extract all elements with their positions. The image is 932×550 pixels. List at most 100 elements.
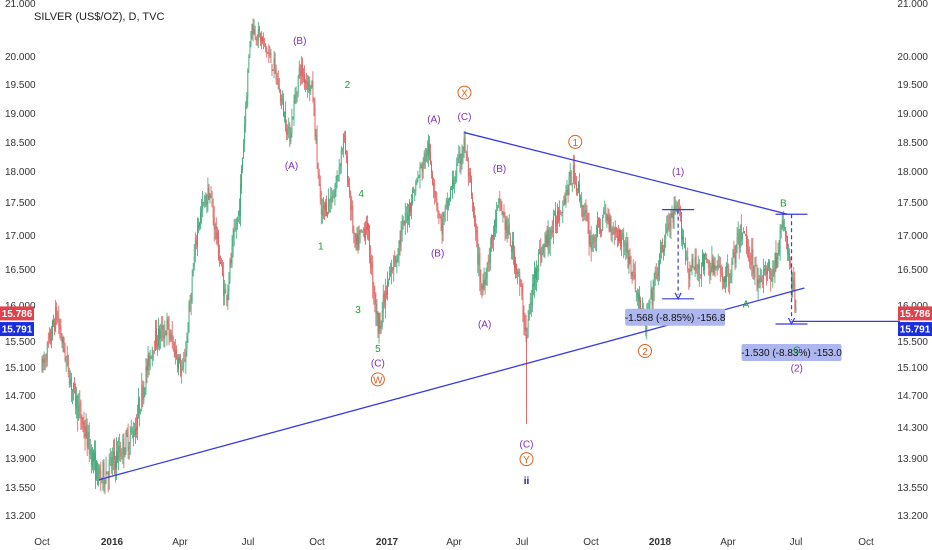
candle-body xyxy=(348,180,349,185)
candle-body xyxy=(159,328,160,341)
candle-body xyxy=(302,64,303,76)
candle-body xyxy=(93,450,94,462)
candle-body xyxy=(573,163,575,183)
candle-body xyxy=(123,437,125,455)
candle-body xyxy=(455,176,457,183)
candle-body xyxy=(608,217,610,229)
wave-label: (B) xyxy=(431,248,444,259)
candle-body xyxy=(244,124,246,144)
candle-body xyxy=(451,189,452,191)
candle-body xyxy=(492,235,493,238)
candle-body xyxy=(300,65,302,76)
candle-body xyxy=(716,266,718,268)
candle-body xyxy=(365,228,366,239)
candle-body xyxy=(151,348,153,359)
y-tick-left: 21.000 xyxy=(5,0,36,10)
candle-body xyxy=(738,234,740,250)
candle-body xyxy=(264,41,265,43)
wave-label: C xyxy=(793,346,800,357)
candle-body xyxy=(548,229,550,246)
candle-body xyxy=(484,279,486,284)
candle-body xyxy=(90,448,92,466)
candle-body xyxy=(327,212,328,216)
candle-body xyxy=(444,206,446,211)
candle-body xyxy=(542,244,544,253)
candle-body xyxy=(150,356,152,359)
y-tick-right: 18.500 xyxy=(897,138,928,149)
measure-arrow xyxy=(674,292,682,301)
candle-body xyxy=(651,288,653,304)
candle-body xyxy=(439,216,441,219)
candle-body xyxy=(210,194,212,198)
candle-body xyxy=(488,260,490,263)
candle-body xyxy=(142,386,144,400)
candle-body xyxy=(506,219,508,234)
candle-body xyxy=(275,69,277,80)
candle-body xyxy=(267,52,269,54)
measure-label: -1.530 (-8.83%) -153.0 xyxy=(741,348,842,359)
candle-body xyxy=(558,209,559,221)
candle-body xyxy=(104,483,106,486)
candle-body xyxy=(702,253,703,266)
y-tick-left: 15.500 xyxy=(5,337,36,348)
y-tick-right: 14.700 xyxy=(897,391,928,402)
candle-body xyxy=(216,232,218,240)
candle-body xyxy=(531,284,533,306)
candle-body xyxy=(430,152,431,164)
candle-body xyxy=(337,175,339,177)
candle-body xyxy=(195,240,197,244)
candle-body xyxy=(591,241,593,249)
candle-body xyxy=(776,257,778,268)
candle-body xyxy=(498,198,500,204)
candle-body xyxy=(284,112,285,117)
candle-body xyxy=(58,317,60,326)
price-marker-label: 15.791 xyxy=(2,325,33,336)
candle-body xyxy=(242,158,243,171)
candle-body xyxy=(581,198,583,208)
candle-body xyxy=(607,214,609,220)
candle-body xyxy=(461,153,463,162)
candle-body xyxy=(250,31,252,46)
candle-body xyxy=(619,229,620,242)
candle-body xyxy=(303,74,304,76)
candle-body xyxy=(158,328,159,346)
candle-body xyxy=(636,292,638,298)
candle-body xyxy=(164,330,166,338)
candle-body xyxy=(589,235,591,244)
wave-label: 3 xyxy=(355,305,361,316)
candle-body xyxy=(571,184,573,186)
candle-body xyxy=(578,183,579,192)
measure-label-box xyxy=(741,344,842,361)
candle-body xyxy=(471,180,472,196)
candle-body xyxy=(193,255,195,267)
candle-body xyxy=(482,285,484,289)
candle-body xyxy=(440,216,442,223)
candle-body xyxy=(709,269,711,277)
candle-body xyxy=(781,219,783,228)
candle-body xyxy=(669,224,671,227)
candle-body xyxy=(218,231,219,259)
candle-body xyxy=(463,137,465,151)
candle-body xyxy=(436,198,438,206)
candle-body xyxy=(485,278,487,286)
candle-body xyxy=(699,274,701,276)
y-tick-left: 17.000 xyxy=(5,231,36,242)
candle-body xyxy=(236,216,238,227)
candle-body xyxy=(231,245,233,263)
candle-body xyxy=(428,144,429,157)
candle-body xyxy=(401,226,403,232)
candle-body xyxy=(371,262,373,268)
candle-body xyxy=(262,36,263,42)
candle-body xyxy=(648,305,650,310)
candle-body xyxy=(144,388,146,390)
candle-body xyxy=(580,196,582,200)
candle-body xyxy=(494,220,495,233)
candle-body xyxy=(692,258,694,267)
candle-body xyxy=(251,23,253,31)
trend-line[interactable] xyxy=(464,131,788,215)
candle-body xyxy=(375,303,377,314)
candle-body xyxy=(704,254,705,270)
candle-body xyxy=(476,230,478,237)
candle-body xyxy=(50,330,51,342)
